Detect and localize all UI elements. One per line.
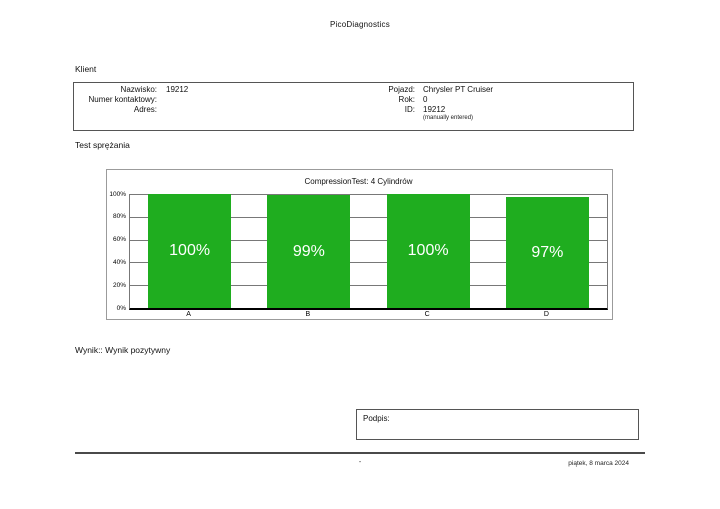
vehicle-row-rok: Rok: 0 xyxy=(340,95,583,105)
chart-title: CompressionTest: 4 Cylindrów xyxy=(304,177,413,186)
x-tick-label: D xyxy=(543,311,549,318)
gridline xyxy=(130,194,607,195)
field-label: Rok: xyxy=(398,94,415,104)
y-tick-label: 40% xyxy=(112,258,126,266)
client-row-adres: Adres: xyxy=(72,105,286,115)
x-tick-label: A xyxy=(186,311,191,318)
client-info-box xyxy=(73,82,634,131)
vehicle-info-right: Pojazd: Chrysler PT Cruiser Rok: 0 ID: 1… xyxy=(340,85,583,114)
field-value xyxy=(166,95,286,105)
app-title: PicoDiagnostics xyxy=(330,20,390,29)
bar-cylinder-A: 100% xyxy=(148,194,232,308)
client-info-left: Nazwisko: 19212 Numer kontaktowy: Adres: xyxy=(72,85,286,114)
bar-chart-plot-area: 100% 99% 100% 97% xyxy=(129,194,608,310)
bar-cylinder-C: 100% xyxy=(386,194,470,308)
footer-date: piątek, 8 marca 2024 xyxy=(568,460,629,467)
y-tick-label: 80% xyxy=(112,213,126,221)
gridline xyxy=(130,262,607,264)
bar-cylinder-D: 97% xyxy=(505,197,589,308)
bar-value-label: 100% xyxy=(407,242,449,259)
y-tick-label: 0% xyxy=(116,304,126,312)
footer-divider xyxy=(75,452,645,454)
field-value: Chrysler PT Cruiser xyxy=(423,85,494,94)
gridline xyxy=(130,216,607,218)
bar-value-label: 99% xyxy=(292,243,325,260)
y-tick-label: 100% xyxy=(109,190,126,198)
x-tick-label: B xyxy=(305,311,311,318)
field-value: 19212 xyxy=(166,85,189,94)
vehicle-row-id: ID: 19212 xyxy=(340,105,583,115)
field-label: Adres: xyxy=(133,104,157,114)
client-row-numer-kontaktowy: Numer kontaktowy: xyxy=(72,95,286,105)
test-section-heading: Test sprężania xyxy=(75,140,130,150)
vehicle-row-pojazd: Pojazd: Chrysler PT Cruiser xyxy=(340,85,583,95)
gridline xyxy=(130,239,607,241)
client-section-heading: Klient xyxy=(75,64,97,74)
signature-label: Podpis: xyxy=(363,414,390,423)
result-text: Wynik:: Wynik pozytywny xyxy=(75,345,171,355)
client-row-nazwisko: Nazwisko: 19212 xyxy=(72,85,286,95)
bar-value-label: 97% xyxy=(531,244,564,261)
manually-entered-note: (manually entered) xyxy=(423,115,474,121)
field-label: Numer kontaktowy: xyxy=(88,94,157,104)
field-value: 0 xyxy=(423,94,428,104)
y-tick-label: 60% xyxy=(112,236,126,244)
signature-box xyxy=(356,409,639,440)
footer-page-marker: - xyxy=(358,459,362,466)
bar-cylinder-B: 99% xyxy=(267,195,351,308)
field-label: Nazwisko: xyxy=(120,85,157,94)
gridline xyxy=(130,285,607,287)
x-tick-label: C xyxy=(424,311,430,318)
bar-value-label: 100% xyxy=(169,242,211,259)
field-label: ID: xyxy=(404,104,415,114)
field-value: 19212 xyxy=(423,104,446,114)
field-value xyxy=(166,105,286,115)
y-tick-label: 20% xyxy=(112,281,126,289)
field-label: Pojazd: xyxy=(388,85,415,94)
